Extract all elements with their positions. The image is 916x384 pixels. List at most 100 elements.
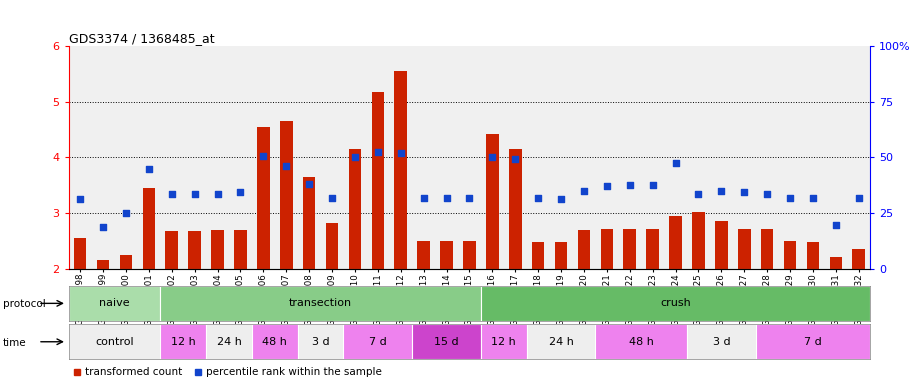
Text: 48 h: 48 h xyxy=(628,337,654,347)
Text: transection: transection xyxy=(289,298,352,308)
Bar xyxy=(463,241,475,269)
Bar xyxy=(532,242,544,269)
Bar xyxy=(670,216,682,269)
Text: 24 h: 24 h xyxy=(216,337,242,347)
Bar xyxy=(412,324,481,359)
Bar xyxy=(120,255,132,269)
Bar xyxy=(252,324,298,359)
Bar xyxy=(761,229,773,269)
Point xyxy=(736,189,751,195)
Bar xyxy=(441,241,453,269)
Bar xyxy=(853,249,865,269)
Bar xyxy=(303,177,315,269)
Bar xyxy=(257,127,269,269)
Point xyxy=(599,183,614,189)
Point xyxy=(622,182,637,189)
Bar xyxy=(527,324,595,359)
Point xyxy=(324,194,339,200)
Point xyxy=(393,150,408,156)
Legend: transformed count, percentile rank within the sample: transformed count, percentile rank withi… xyxy=(70,363,387,382)
Text: GDS3374 / 1368485_at: GDS3374 / 1368485_at xyxy=(69,32,214,45)
Text: 7 d: 7 d xyxy=(369,337,387,347)
Point xyxy=(576,188,591,194)
Point xyxy=(72,196,87,202)
Text: protocol: protocol xyxy=(3,299,46,309)
Bar xyxy=(578,230,590,269)
Point xyxy=(485,154,499,161)
Point xyxy=(416,194,431,200)
Point xyxy=(691,190,705,197)
Bar xyxy=(784,241,796,269)
Point xyxy=(462,194,476,200)
Point xyxy=(278,163,293,169)
Bar xyxy=(601,229,613,269)
Point xyxy=(164,190,179,197)
Bar xyxy=(595,324,687,359)
Bar xyxy=(738,229,750,269)
Text: 7 d: 7 d xyxy=(804,337,822,347)
Point xyxy=(851,194,866,200)
Bar xyxy=(344,324,412,359)
Bar xyxy=(555,242,567,269)
Point xyxy=(439,194,453,200)
Bar xyxy=(298,324,344,359)
Bar xyxy=(418,241,430,269)
Bar xyxy=(69,286,160,321)
Bar xyxy=(280,121,292,269)
Point xyxy=(256,153,270,159)
Point xyxy=(507,156,522,162)
Bar xyxy=(481,286,870,321)
Bar xyxy=(486,134,498,269)
Bar xyxy=(234,230,246,269)
Point xyxy=(782,194,797,200)
Bar xyxy=(160,324,206,359)
Point xyxy=(141,166,156,172)
Bar xyxy=(647,229,659,269)
Text: control: control xyxy=(95,337,134,347)
Bar xyxy=(326,223,338,269)
Bar xyxy=(349,149,361,269)
Text: naive: naive xyxy=(99,298,130,308)
Point xyxy=(714,188,728,194)
Bar xyxy=(830,257,842,269)
Bar xyxy=(74,238,86,269)
Text: 12 h: 12 h xyxy=(491,337,517,347)
Point xyxy=(118,210,133,216)
Text: time: time xyxy=(3,338,27,348)
Bar xyxy=(97,260,109,269)
Point xyxy=(668,160,682,166)
Bar xyxy=(166,231,178,269)
Text: 3 d: 3 d xyxy=(713,337,730,347)
Bar xyxy=(372,92,384,269)
Bar xyxy=(212,230,224,269)
Bar xyxy=(692,212,704,269)
Text: 48 h: 48 h xyxy=(262,337,288,347)
Bar xyxy=(756,324,870,359)
Bar xyxy=(395,71,407,269)
Bar xyxy=(807,242,819,269)
Point xyxy=(347,154,362,161)
Point xyxy=(828,222,843,228)
Point xyxy=(553,196,568,202)
Bar xyxy=(509,149,521,269)
Text: 3 d: 3 d xyxy=(311,337,330,347)
Point xyxy=(370,149,385,155)
Point xyxy=(759,190,774,197)
Point xyxy=(805,194,820,200)
Bar xyxy=(687,324,756,359)
Text: 24 h: 24 h xyxy=(549,337,573,347)
Text: crush: crush xyxy=(660,298,691,308)
Point xyxy=(233,189,247,195)
Text: 12 h: 12 h xyxy=(170,337,196,347)
Bar xyxy=(189,231,201,269)
Bar xyxy=(481,324,527,359)
Bar xyxy=(160,286,481,321)
Point xyxy=(645,182,660,189)
Point xyxy=(301,181,316,187)
Point xyxy=(210,190,224,197)
Bar xyxy=(69,324,160,359)
Text: 15 d: 15 d xyxy=(434,337,459,347)
Point xyxy=(530,194,545,200)
Point xyxy=(95,224,110,230)
Point xyxy=(187,190,202,197)
